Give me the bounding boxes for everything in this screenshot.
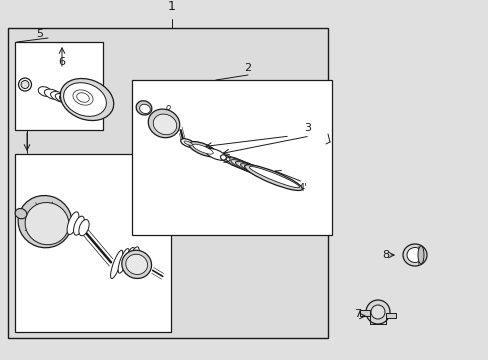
Bar xyxy=(15,42,103,130)
Ellipse shape xyxy=(73,216,84,235)
Ellipse shape xyxy=(62,96,91,110)
Bar xyxy=(359,310,369,316)
Ellipse shape xyxy=(122,250,151,279)
Text: o: o xyxy=(165,104,170,112)
Ellipse shape xyxy=(188,141,217,157)
Ellipse shape xyxy=(67,212,79,235)
Circle shape xyxy=(21,81,29,89)
Ellipse shape xyxy=(153,114,176,135)
Circle shape xyxy=(19,78,31,91)
Ellipse shape xyxy=(235,162,281,182)
Text: 4': 4' xyxy=(298,183,306,193)
Ellipse shape xyxy=(38,87,52,96)
Ellipse shape xyxy=(244,165,302,190)
Ellipse shape xyxy=(406,248,422,262)
Ellipse shape xyxy=(18,195,72,248)
Ellipse shape xyxy=(124,247,134,268)
Ellipse shape xyxy=(60,95,85,108)
Ellipse shape xyxy=(148,109,180,138)
Text: 7: 7 xyxy=(354,309,361,319)
Ellipse shape xyxy=(55,94,78,105)
Ellipse shape xyxy=(402,244,426,266)
Ellipse shape xyxy=(140,104,150,113)
Ellipse shape xyxy=(79,220,89,236)
Ellipse shape xyxy=(230,159,271,178)
Ellipse shape xyxy=(60,78,114,121)
Ellipse shape xyxy=(136,101,152,115)
Ellipse shape xyxy=(44,89,61,99)
Text: 5: 5 xyxy=(37,29,43,39)
Bar xyxy=(385,313,395,318)
Ellipse shape xyxy=(183,141,192,145)
Circle shape xyxy=(370,305,384,319)
Ellipse shape xyxy=(180,139,195,148)
Ellipse shape xyxy=(50,91,69,103)
Text: 3: 3 xyxy=(304,123,311,133)
Ellipse shape xyxy=(110,250,122,279)
Circle shape xyxy=(365,300,389,324)
Ellipse shape xyxy=(225,158,261,174)
Ellipse shape xyxy=(15,208,27,219)
Ellipse shape xyxy=(417,246,423,264)
Ellipse shape xyxy=(205,149,226,160)
Bar xyxy=(8,28,327,338)
Ellipse shape xyxy=(130,247,139,264)
Text: 1: 1 xyxy=(168,0,176,13)
Ellipse shape xyxy=(192,144,213,154)
Bar xyxy=(132,80,331,235)
Text: 2: 2 xyxy=(244,63,251,73)
Ellipse shape xyxy=(249,167,299,188)
Ellipse shape xyxy=(118,249,129,273)
Text: 6: 6 xyxy=(59,57,65,67)
Ellipse shape xyxy=(63,83,106,116)
Ellipse shape xyxy=(240,164,291,185)
Ellipse shape xyxy=(25,203,69,245)
Ellipse shape xyxy=(125,254,147,274)
Bar xyxy=(15,154,171,332)
Ellipse shape xyxy=(221,156,251,170)
Text: 8: 8 xyxy=(382,250,389,260)
